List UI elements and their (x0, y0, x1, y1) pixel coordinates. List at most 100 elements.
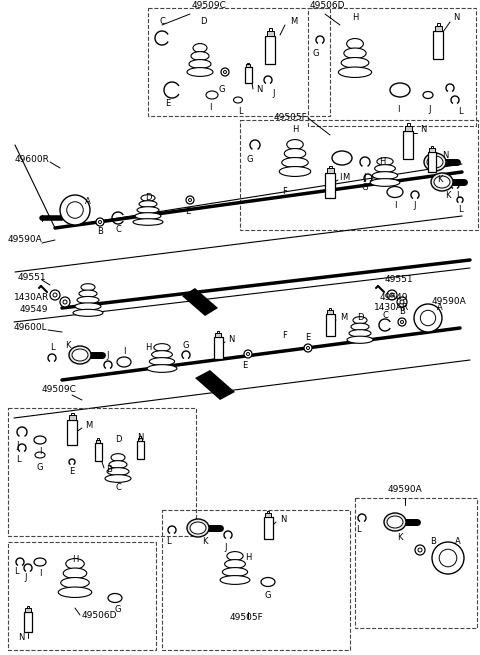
Text: M: M (85, 421, 92, 430)
Bar (244, 67, 252, 83)
Circle shape (53, 293, 57, 297)
Text: G: G (183, 341, 189, 350)
Text: 49505F: 49505F (273, 113, 307, 122)
Text: L: L (166, 538, 170, 546)
Text: 49551: 49551 (18, 274, 47, 282)
Text: C: C (382, 310, 388, 320)
Ellipse shape (105, 475, 131, 482)
Text: 49590A: 49590A (8, 236, 43, 244)
Text: L: L (238, 107, 242, 117)
Ellipse shape (69, 346, 91, 364)
Bar (433, 31, 443, 59)
Text: 49600R: 49600R (15, 155, 50, 164)
Text: D: D (200, 18, 206, 26)
Bar (67, 419, 77, 445)
Text: F: F (283, 187, 288, 196)
Text: A: A (455, 538, 461, 546)
Polygon shape (195, 370, 235, 400)
Circle shape (387, 290, 397, 300)
Text: N: N (442, 151, 448, 160)
Bar (96, 440, 100, 443)
Ellipse shape (390, 83, 410, 97)
Text: C: C (115, 225, 121, 234)
Bar (429, 149, 435, 152)
Bar (138, 438, 143, 441)
Bar (27, 607, 29, 608)
Ellipse shape (347, 39, 363, 49)
Bar (328, 166, 332, 168)
Bar (326, 168, 334, 172)
Text: L: L (356, 525, 360, 534)
Circle shape (67, 202, 83, 218)
Circle shape (60, 195, 90, 225)
Circle shape (304, 344, 312, 352)
Ellipse shape (133, 219, 163, 225)
Text: 49549: 49549 (380, 293, 408, 303)
Text: 49600L: 49600L (14, 324, 48, 333)
Text: L: L (50, 343, 54, 352)
Bar (436, 23, 440, 26)
Text: N: N (18, 633, 24, 643)
Text: N: N (453, 14, 459, 22)
Ellipse shape (193, 44, 207, 52)
Ellipse shape (137, 207, 159, 214)
Ellipse shape (427, 156, 443, 168)
Text: J: J (364, 174, 366, 183)
Ellipse shape (424, 153, 446, 171)
Ellipse shape (261, 578, 275, 586)
Circle shape (414, 304, 442, 332)
Circle shape (186, 196, 194, 204)
Circle shape (96, 218, 104, 226)
Text: E: E (166, 98, 170, 107)
Text: J: J (272, 88, 275, 98)
Bar (136, 441, 144, 459)
Bar (267, 511, 269, 513)
Bar (265, 36, 275, 64)
Ellipse shape (72, 349, 88, 361)
Circle shape (63, 300, 67, 304)
Ellipse shape (34, 436, 46, 444)
Text: N: N (280, 515, 287, 525)
Text: H: H (379, 157, 385, 166)
Ellipse shape (370, 179, 400, 187)
Text: E: E (70, 468, 74, 476)
Ellipse shape (284, 149, 306, 159)
Bar (95, 443, 101, 461)
Bar (97, 438, 99, 440)
Ellipse shape (135, 213, 161, 219)
Ellipse shape (351, 323, 369, 330)
Bar (407, 123, 409, 126)
Circle shape (221, 68, 229, 76)
Text: D: D (357, 314, 363, 322)
Ellipse shape (35, 452, 45, 458)
Text: N: N (420, 126, 426, 134)
Bar (24, 612, 32, 632)
Text: I: I (39, 447, 41, 457)
Text: G: G (115, 605, 121, 614)
Ellipse shape (338, 67, 372, 77)
Text: B: B (106, 466, 112, 474)
Ellipse shape (279, 166, 311, 176)
Text: J: J (429, 105, 431, 115)
Bar (325, 314, 335, 336)
Circle shape (307, 346, 310, 350)
Text: D: D (115, 436, 121, 445)
Text: H: H (352, 14, 358, 22)
Ellipse shape (75, 303, 101, 310)
Text: J: J (107, 350, 109, 360)
Text: I: I (209, 103, 211, 113)
Bar (434, 26, 442, 31)
Bar (148, 8, 330, 116)
Ellipse shape (225, 559, 245, 569)
Text: 49590A: 49590A (432, 297, 467, 307)
Text: H: H (72, 555, 78, 565)
Text: A: A (437, 303, 443, 312)
Text: 1430AR: 1430AR (374, 303, 409, 312)
Ellipse shape (227, 552, 243, 561)
Text: N: N (137, 434, 143, 443)
Circle shape (60, 297, 70, 307)
Ellipse shape (81, 284, 95, 291)
Circle shape (244, 350, 252, 358)
Ellipse shape (117, 357, 131, 367)
Text: B: B (430, 538, 436, 546)
